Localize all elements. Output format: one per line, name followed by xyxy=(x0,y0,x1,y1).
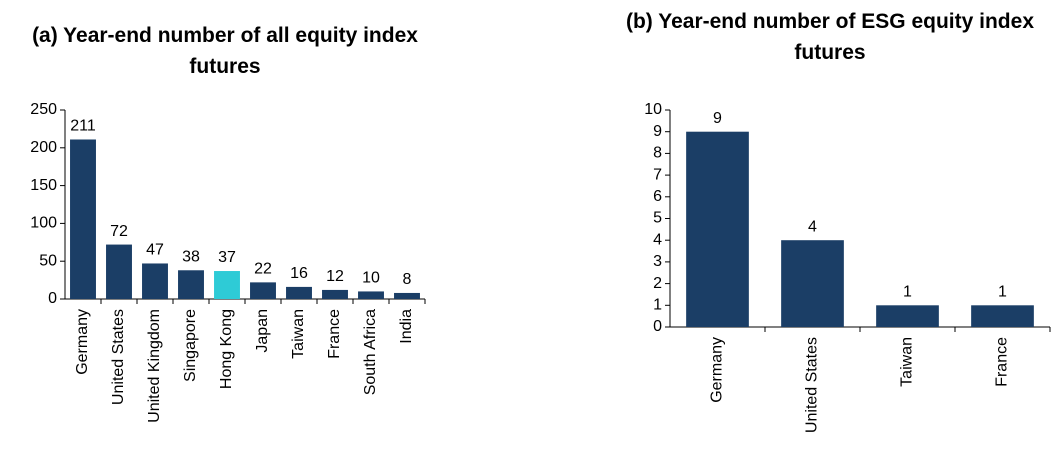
bar xyxy=(286,286,312,299)
value-label: 1 xyxy=(903,284,912,301)
value-label: 9 xyxy=(713,110,722,127)
bar xyxy=(876,305,939,327)
chart-title: (a) Year-end number of all equity index … xyxy=(32,24,418,78)
y-tick-label: 250 xyxy=(30,101,57,118)
y-tick-label: 7 xyxy=(653,166,662,183)
bar xyxy=(214,271,240,299)
y-tick-label: 50 xyxy=(39,252,57,269)
y-tick-label: 0 xyxy=(48,290,57,307)
bar xyxy=(358,291,384,299)
bar xyxy=(142,263,168,299)
x-tick-label: Germany xyxy=(74,309,91,375)
x-tick-label: Taiwan xyxy=(899,337,916,387)
x-tick-label: Hong Kong xyxy=(218,309,235,389)
x-tick-label: United Kingdom xyxy=(146,309,163,423)
value-label: 10 xyxy=(362,270,380,287)
y-tick-label: 10 xyxy=(644,101,662,118)
value-label: 38 xyxy=(182,248,200,265)
value-label: 47 xyxy=(146,242,164,259)
y-tick-label: 150 xyxy=(30,177,57,194)
y-tick-label: 200 xyxy=(30,139,57,156)
x-tick-label: Japan xyxy=(254,309,271,353)
x-tick-label: France xyxy=(994,337,1011,387)
x-tick-label: India xyxy=(398,309,415,344)
y-tick-label: 4 xyxy=(653,231,662,248)
x-tick-label: Germany xyxy=(709,337,726,403)
value-label: 37 xyxy=(218,249,236,266)
y-tick-label: 9 xyxy=(653,123,662,140)
bar xyxy=(781,240,844,327)
x-tick-label: Taiwan xyxy=(290,309,307,359)
y-tick-label: 8 xyxy=(653,145,662,162)
x-tick-label: United States xyxy=(110,309,127,405)
y-tick-label: 3 xyxy=(653,253,662,270)
x-tick-label: United States xyxy=(804,337,821,433)
value-label: 72 xyxy=(110,223,128,240)
bar xyxy=(70,139,96,299)
value-label: 16 xyxy=(290,265,308,282)
value-label: 22 xyxy=(254,261,272,278)
value-label: 1 xyxy=(998,284,1007,301)
bar xyxy=(686,131,749,327)
x-tick-label: France xyxy=(326,309,343,359)
value-label: 211 xyxy=(70,118,96,135)
chart-title: (b) Year-end number of ESG equity index … xyxy=(625,10,1034,64)
y-tick-label: 5 xyxy=(653,210,662,227)
y-tick-label: 0 xyxy=(653,318,662,335)
bar xyxy=(250,282,276,299)
y-tick-label: 6 xyxy=(653,188,662,205)
y-tick-label: 2 xyxy=(653,275,662,292)
bar xyxy=(178,270,204,299)
bar xyxy=(322,289,348,299)
x-tick-label: South Africa xyxy=(362,309,379,395)
value-label: 12 xyxy=(326,268,344,285)
y-tick-label: 100 xyxy=(30,215,57,232)
x-tick-label: Singapore xyxy=(182,309,199,382)
value-label: 4 xyxy=(808,218,817,235)
bar xyxy=(394,292,420,299)
y-tick-label: 1 xyxy=(653,297,662,314)
value-label: 8 xyxy=(403,271,412,288)
bar xyxy=(971,305,1034,327)
bar xyxy=(106,244,132,299)
